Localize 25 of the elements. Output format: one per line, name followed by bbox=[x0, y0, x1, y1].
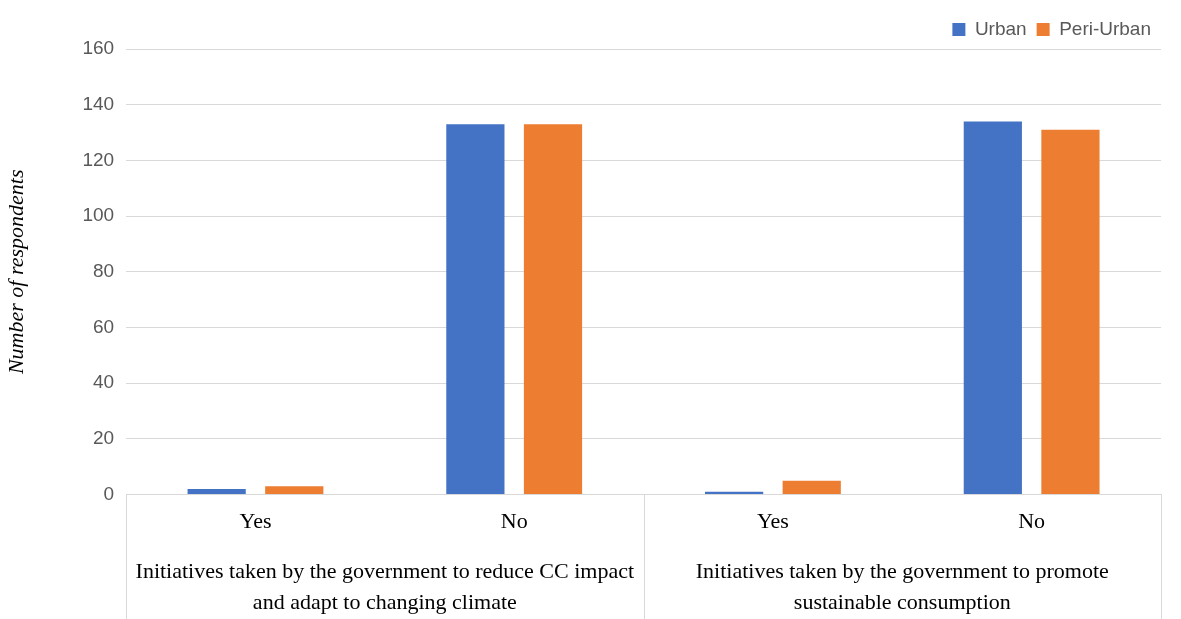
bar bbox=[187, 489, 246, 495]
legend-label: Urban bbox=[974, 17, 1027, 39]
y-axis-title: Number of respondents bbox=[2, 169, 28, 376]
x-tick-label: No bbox=[500, 507, 528, 533]
text: Initiatives taken by the government to promote sustainable consumption bbox=[695, 558, 1109, 615]
x-tick-label: No bbox=[1018, 507, 1046, 533]
x-tick-label: Yes bbox=[239, 507, 272, 533]
y-tick-label: 160 bbox=[82, 37, 115, 59]
text: Initiatives taken by the government to reduce CC impact and adapt to changing climate bbox=[135, 558, 635, 615]
bar bbox=[265, 486, 324, 495]
bar bbox=[446, 124, 505, 495]
y-tick-label: 140 bbox=[82, 92, 115, 114]
bar bbox=[782, 480, 841, 495]
legend-label: Peri-Urban bbox=[1059, 17, 1152, 39]
x-tick-label: Yes bbox=[756, 507, 789, 533]
bar bbox=[963, 121, 1022, 495]
y-tick-label: 120 bbox=[82, 148, 115, 170]
y-tick-label: 100 bbox=[82, 204, 115, 226]
y-tick-label: 20 bbox=[92, 427, 115, 449]
y-tick-label: 0 bbox=[103, 482, 115, 504]
y-tick-label: 40 bbox=[92, 371, 115, 393]
y-tick-label: 60 bbox=[92, 315, 115, 337]
bar bbox=[1041, 129, 1100, 495]
bar bbox=[523, 124, 583, 495]
y-tick-label: 80 bbox=[92, 260, 115, 282]
